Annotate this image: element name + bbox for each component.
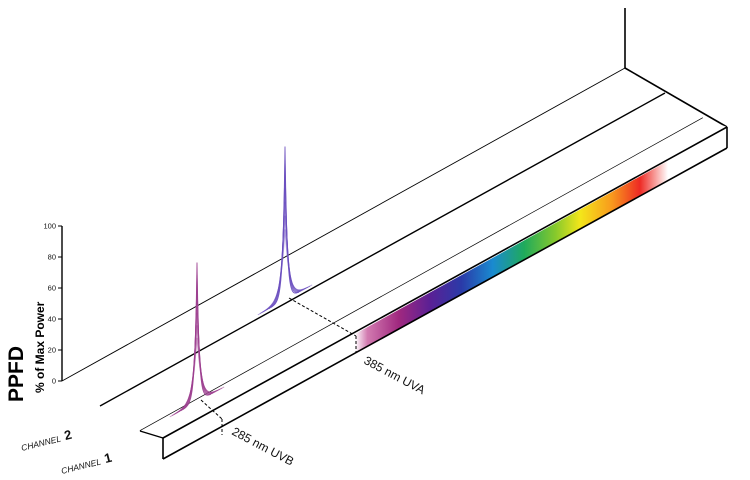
slab-front-bottom-edge xyxy=(162,147,728,460)
y-axis-subtitle: % of Max Power xyxy=(33,301,47,393)
y-axis-title: PPFD xyxy=(5,346,28,402)
peak-curve xyxy=(270,146,300,308)
slab-top xyxy=(140,118,727,438)
channel-2-label: CHANNEL 2 xyxy=(19,427,73,454)
channel-2-label-text: CHANNEL xyxy=(20,433,62,453)
svg-text:CHANNEL 2: CHANNEL 2 xyxy=(19,427,73,454)
peak-curve xyxy=(169,337,225,418)
y-tick-label: 100 xyxy=(43,222,56,231)
peaks-layer xyxy=(169,146,357,435)
channel-2-number: 2 xyxy=(63,427,74,443)
peak-label-uva: 385 nm UVA xyxy=(362,353,428,397)
back-rail xyxy=(61,67,626,382)
channel-1-label-text: CHANNEL xyxy=(60,456,102,476)
peak-ch2-385nm xyxy=(257,146,313,316)
peak-leader-line xyxy=(288,297,357,337)
peak-label-uvb: 285 nm UVB xyxy=(230,424,297,468)
spectrum-band xyxy=(355,161,668,354)
channel-2-rail xyxy=(99,92,666,407)
channel-1-label: CHANNEL 1 xyxy=(59,450,113,477)
y-tick-label: 40 xyxy=(48,315,56,324)
svg-text:CHANNEL 1: CHANNEL 1 xyxy=(59,450,113,477)
slab-left-top xyxy=(139,430,164,439)
peak-curve xyxy=(268,160,302,310)
slab-front-top-edge xyxy=(162,126,728,439)
y-tick-label: 20 xyxy=(48,346,56,355)
channel-1-number: 1 xyxy=(103,450,114,466)
peak-curve xyxy=(182,262,212,410)
peak-curve xyxy=(257,229,313,316)
peak-ch1-285nm xyxy=(169,262,225,418)
floor-corner xyxy=(624,67,728,148)
front-slab xyxy=(139,118,728,460)
y-tick-label: 60 xyxy=(48,284,56,293)
peak-curve xyxy=(180,275,214,412)
y-tick-label: 80 xyxy=(48,253,56,262)
y-axis: 0 20 40 60 80 100 xyxy=(43,222,63,386)
y-tick-label: 0 xyxy=(52,377,56,386)
